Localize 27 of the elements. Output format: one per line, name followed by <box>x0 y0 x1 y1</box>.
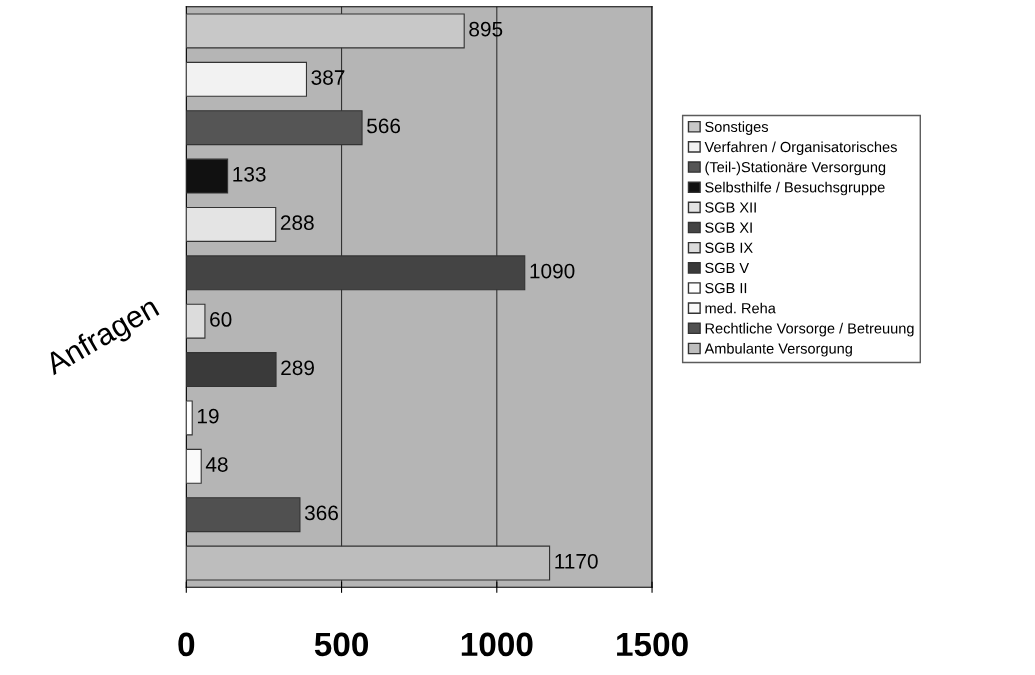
x-tick-label: 1500 <box>617 632 688 657</box>
legend-label: Rechtliche Vorsorge / Betreuung <box>705 322 914 337</box>
x-tick-label: 1000 <box>461 632 533 657</box>
data-label: 288 <box>280 215 314 231</box>
legend-label: med. Reha <box>705 302 776 314</box>
x-tick-label: 0 <box>178 632 195 657</box>
legend-label: SGB IX <box>705 242 753 253</box>
legend-label: Ambulante Versorgung <box>704 343 852 357</box>
data-label: 366 <box>304 505 338 521</box>
x-tick-label: 500 <box>314 632 368 657</box>
data-label: 60 <box>210 312 232 327</box>
legend-label: SGB XII <box>705 202 756 213</box>
legend-label: SGB V <box>705 262 750 274</box>
data-label: 289 <box>281 360 314 376</box>
data-label: 48 <box>205 457 228 472</box>
legend-label: SGB II <box>705 282 747 294</box>
legend-label: Verfahren / Organisatorisches <box>704 141 897 156</box>
legend-label: Sonstiges <box>705 121 769 135</box>
data-label: 566 <box>367 118 401 134</box>
data-label: 19 <box>197 408 219 424</box>
legend-label: SGB XI <box>705 222 752 233</box>
data-label: 1090 <box>530 263 575 279</box>
legend-label: Selbsthilfe / Besuchsgruppe <box>705 181 885 196</box>
data-label: 1170 <box>555 553 598 569</box>
data-label: 895 <box>469 21 503 37</box>
legend-label: (Teil-)Stationäre Versorgung <box>705 161 886 176</box>
data-label: 133 <box>233 166 266 182</box>
